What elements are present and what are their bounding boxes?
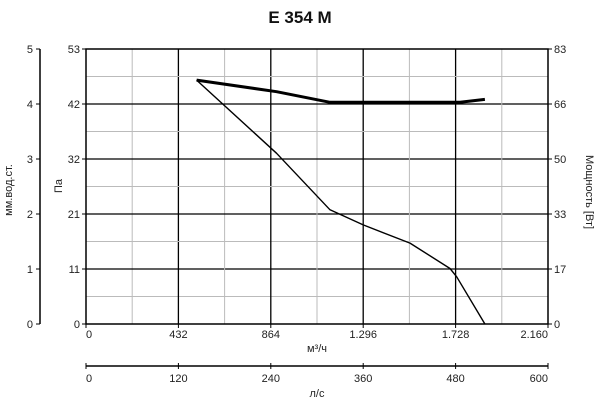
y-tick-label: 21 [68, 209, 80, 221]
outer-y-tick-label: 2 [27, 209, 33, 221]
pressure-curve [196, 79, 486, 325]
y-tick-label: 42 [68, 99, 80, 111]
x2-tick-label: 120 [169, 373, 187, 385]
y-tick-label: 11 [69, 264, 80, 276]
x-tick-label: 2.160 [520, 329, 548, 341]
x2-tick-label: 0 [86, 373, 92, 385]
y-axis-label-power: Мощность [Вт] [583, 155, 595, 229]
power-curve [196, 78, 486, 104]
outer-y-tick-label: 0 [27, 319, 33, 331]
y-right-tick-label: 83 [554, 44, 566, 56]
chart-title: E 354 M [268, 8, 331, 27]
outer-y-tick-label: 4 [27, 99, 33, 111]
outer-y-tick-label: 1 [27, 264, 33, 276]
x2-tick-label: 480 [446, 373, 464, 385]
x-tick-label: 0 [86, 329, 92, 341]
curves [196, 78, 486, 325]
y-axis-label-pa: Па [53, 178, 65, 193]
y-tick-label: 0 [74, 319, 80, 331]
outer-y-tick-label: 3 [27, 154, 33, 166]
y-right-tick-label: 33 [554, 209, 566, 221]
y-right-tick-label: 17 [554, 264, 566, 276]
x-axis-label: м³/ч [307, 343, 327, 355]
y-right-tick-label: 66 [554, 99, 566, 111]
y-tick-label: 32 [68, 154, 80, 166]
x2-tick-label: 360 [354, 373, 372, 385]
x2-axis-label: л/с [310, 388, 325, 400]
y-right-tick-label: 0 [554, 319, 560, 331]
x-tick-label: 1.728 [442, 329, 470, 341]
axes [36, 48, 552, 369]
x-tick-label: 432 [169, 329, 187, 341]
grid [86, 49, 548, 324]
x-tick-label: 864 [262, 329, 280, 341]
y-tick-label: 53 [68, 44, 80, 56]
y-right-tick-label: 50 [554, 154, 566, 166]
plot-frame [85, 48, 549, 325]
x2-tick-label: 600 [530, 373, 548, 385]
outer-y-tick-label: 5 [27, 44, 33, 56]
x2-tick-label: 240 [262, 373, 280, 385]
x-tick-label: 1.296 [349, 329, 377, 341]
y-axis-label-mm: мм.вод.ст. [3, 164, 15, 216]
